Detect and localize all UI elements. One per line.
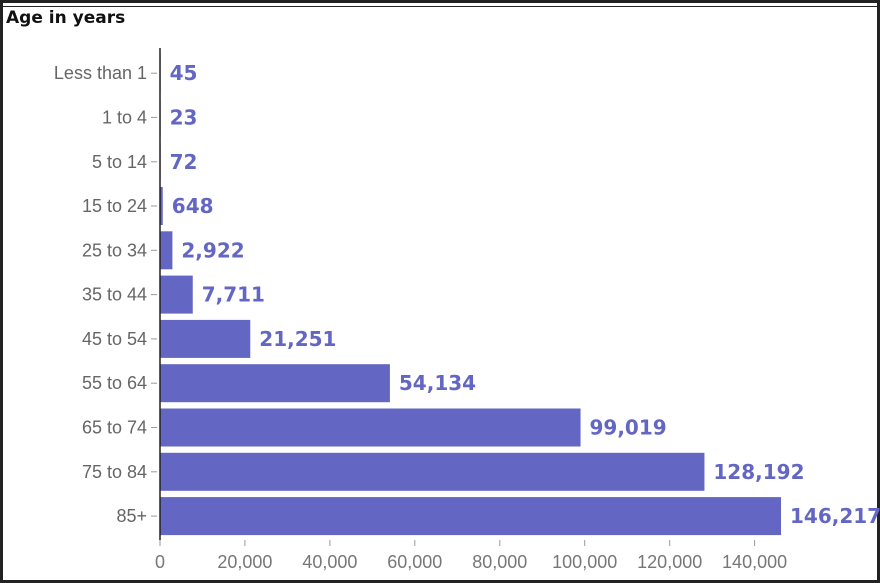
x-tick-label: 140,000 xyxy=(722,552,787,572)
bar xyxy=(160,364,390,403)
category-label: Less than 1 xyxy=(54,63,147,83)
data-label: 648 xyxy=(172,194,214,218)
x-tick-label: 40,000 xyxy=(302,552,357,572)
data-label: 54,134 xyxy=(399,371,476,395)
right-rule xyxy=(877,0,880,583)
bar xyxy=(160,408,581,447)
data-label: 146,217 xyxy=(790,504,880,528)
x-tick-label: 80,000 xyxy=(472,552,527,572)
top-rule xyxy=(0,0,880,3)
category-label: 1 to 4 xyxy=(102,107,147,127)
bar xyxy=(160,275,193,314)
category-label: 85+ xyxy=(116,506,147,526)
category-label: 15 to 24 xyxy=(82,196,147,216)
x-tick-label: 0 xyxy=(155,552,165,572)
category-label: 75 to 84 xyxy=(82,462,147,482)
data-label: 23 xyxy=(170,105,198,129)
category-label: 45 to 54 xyxy=(82,329,147,349)
x-tick-label: 60,000 xyxy=(387,552,442,572)
bar xyxy=(160,231,173,270)
chart-title: Age in years xyxy=(6,8,126,28)
data-label: 45 xyxy=(170,61,198,85)
x-tick-label: 120,000 xyxy=(637,552,702,572)
data-label: 72 xyxy=(170,150,198,174)
bottom-rule xyxy=(0,580,880,583)
left-rule xyxy=(0,0,3,583)
x-tick-label: 100,000 xyxy=(552,552,617,572)
top-rule-thin xyxy=(0,6,880,7)
category-label: 5 to 14 xyxy=(92,152,147,172)
category-label: 65 to 74 xyxy=(82,418,147,438)
data-label: 21,251 xyxy=(259,327,336,351)
data-label: 2,922 xyxy=(181,238,244,262)
category-label: 25 to 34 xyxy=(82,240,147,260)
bar xyxy=(160,497,781,536)
data-label: 99,019 xyxy=(590,416,667,440)
x-tick-label: 20,000 xyxy=(217,552,272,572)
data-label: 7,711 xyxy=(202,283,265,307)
bar xyxy=(160,452,705,491)
category-label: 55 to 64 xyxy=(82,373,147,393)
category-label: 35 to 44 xyxy=(82,285,147,305)
bar xyxy=(160,319,251,358)
data-label: 128,192 xyxy=(713,460,804,484)
bar xyxy=(160,187,163,225)
